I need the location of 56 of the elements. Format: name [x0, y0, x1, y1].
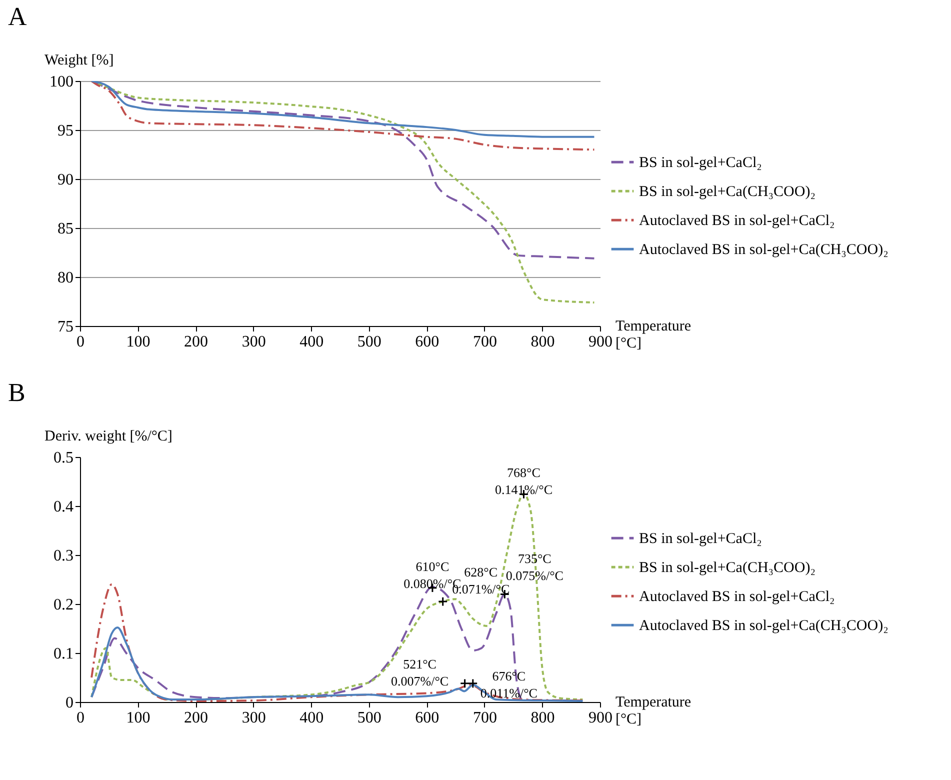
x-axis-title: Temperature [°C] [616, 694, 692, 728]
legend-label: Autoclaved BS in sol-gel+Ca(CH₃COO)₂ [639, 618, 888, 634]
y-tick-label: 85 [58, 220, 74, 238]
y-tick-label: 90 [58, 172, 74, 188]
line-series [90, 626, 584, 702]
x-tick-label: 100 [126, 710, 150, 726]
x-tick-label: 400 [300, 334, 324, 350]
x-tick-label: 500 [357, 334, 382, 350]
point [460, 678, 470, 688]
x-tick-label: 300 [242, 710, 266, 726]
x-tick-label: 700 [472, 710, 497, 726]
y-axis-title: Deriv. weight [%/°C] [44, 428, 172, 444]
y-tick-label: 0.3 [54, 548, 74, 564]
y-axis-title: Weight [%] [44, 52, 114, 68]
line-series [90, 81, 596, 151]
x-tick-label: 400 [300, 710, 324, 726]
legend-label: BS in sol-gel+Ca(CH₃COO)₂ [639, 560, 816, 576]
x-tick-label: 800 [530, 334, 555, 350]
x-tick-label: 900 [588, 710, 612, 726]
line-series [90, 81, 596, 138]
annotation: 521°C 0.007%/°C [391, 656, 449, 688]
y-tick-label: 95 [58, 122, 74, 140]
x-tick-label: 200 [184, 710, 208, 726]
point [468, 678, 478, 688]
x-tick-label: 600 [415, 334, 440, 350]
x-axis-title: Temperature [°C] [616, 318, 692, 352]
annotation: 735°C 0.075%/°C [506, 551, 564, 584]
legend-label: Autoclaved BS in sol-gel+Ca(CH₃COO)₂ [639, 242, 888, 258]
y-tick-label: 80 [58, 270, 74, 286]
legend-label: BS in sol-gel+Ca(CH₃COO)₂ [639, 184, 816, 200]
x-tick-label: 100 [126, 334, 150, 350]
legend-label: BS in sol-gel+CaCl₂ [639, 531, 762, 548]
x-tick-label: 300 [242, 334, 266, 350]
y-tick-label: 100 [50, 74, 74, 90]
y-tick-label: 75 [58, 318, 74, 336]
y-tick-label: 0 [66, 694, 74, 712]
x-tick-label: 800 [530, 710, 555, 726]
x-tick-label: 0 [76, 710, 84, 726]
point [438, 596, 448, 606]
chart-title: B [8, 378, 26, 407]
x-tick-label: 600 [415, 710, 440, 726]
x-tick-label: 900 [588, 334, 612, 350]
legend-label: Autoclaved BS in sol-gel+CaCl₂ [639, 589, 835, 606]
x-tick-label: 200 [184, 334, 208, 350]
legend-label: Autoclaved BS in sol-gel+CaCl₂ [639, 213, 835, 230]
x-tick-label: 700 [472, 334, 497, 350]
line-series [90, 492, 584, 701]
y-tick-label: 0.4 [54, 498, 74, 516]
y-tick-label: 0.2 [54, 596, 74, 614]
x-tick-label: 500 [357, 710, 382, 726]
x-tick-label: 0 [76, 334, 84, 350]
y-tick-label: 0.5 [54, 450, 74, 466]
y-tick-label: 0.1 [54, 646, 74, 662]
annotation: 768°C 0.141%/°C [494, 465, 553, 498]
chart-title: A [8, 2, 27, 31]
legend-label: BS in sol-gel+CaCl₂ [639, 155, 762, 172]
